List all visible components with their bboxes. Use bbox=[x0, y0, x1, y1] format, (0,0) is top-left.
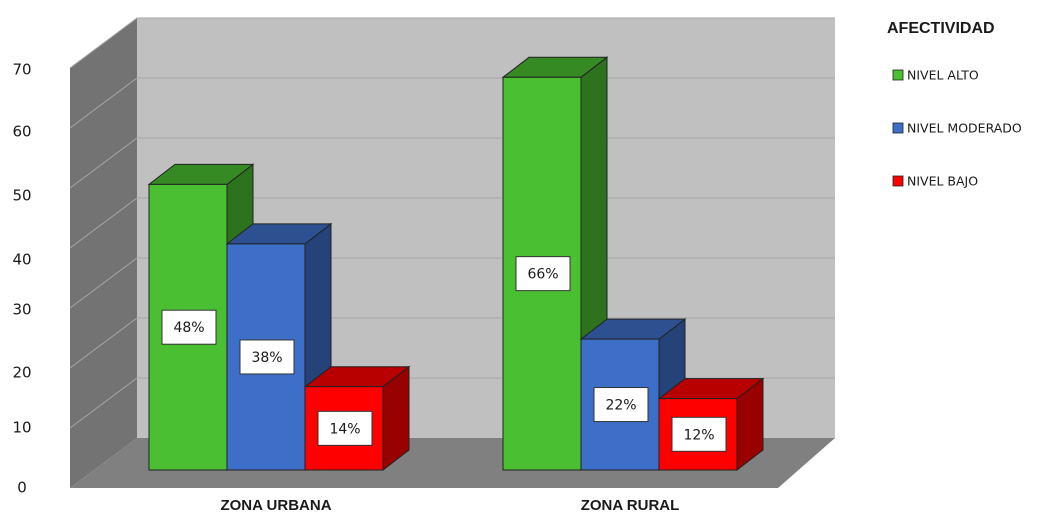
y-tick-label: 0 bbox=[17, 479, 27, 497]
gridline bbox=[69, 17, 835, 69]
y-tick-label: 10 bbox=[12, 419, 31, 437]
legend-item: NIVEL MODERADO bbox=[892, 121, 1022, 136]
y-tick-label: 20 bbox=[12, 364, 31, 382]
y-tick-label: 50 bbox=[12, 187, 31, 205]
y-tick-label: 60 bbox=[12, 123, 31, 141]
y-tick-label: 70 bbox=[12, 61, 31, 79]
data-label: 12% bbox=[683, 427, 714, 443]
y-tick-label: 40 bbox=[12, 251, 31, 269]
legend-item: NIVEL BAJO bbox=[892, 174, 978, 189]
y-axis-ticks: 0 10 20 30 40 50 60 70 bbox=[12, 61, 31, 497]
bar-nivel-bajo: 14% bbox=[303, 365, 411, 472]
legend-swatch bbox=[892, 69, 904, 81]
data-label-box bbox=[317, 410, 373, 446]
legend: AFECTIVIDAD NIVEL ALTO NIVEL MODERADO NIVEL… bbox=[887, 20, 1022, 189]
legend-label: NIVEL ALTO bbox=[907, 68, 979, 83]
category-label: ZONA URBANA bbox=[220, 497, 331, 514]
legend-title: AFECTIVIDAD bbox=[887, 20, 995, 37]
data-label: 38% bbox=[251, 350, 282, 366]
data-label-box bbox=[239, 339, 295, 375]
bars: 48% 38% 14% 66% 22% 12% bbox=[147, 56, 765, 472]
data-label-box bbox=[161, 309, 217, 345]
data-label-box bbox=[593, 387, 649, 423]
legend-item: NIVEL ALTO bbox=[892, 68, 979, 83]
legend-swatch bbox=[892, 175, 904, 187]
legend-swatch bbox=[892, 122, 904, 134]
legend-label: NIVEL MODERADO bbox=[907, 121, 1022, 136]
data-label: 14% bbox=[329, 421, 360, 437]
bar-nivel-bajo: 12% bbox=[657, 377, 765, 472]
y-tick-label: 30 bbox=[12, 301, 31, 319]
data-label: 22% bbox=[605, 398, 636, 414]
data-label: 66% bbox=[527, 267, 558, 283]
data-label-box bbox=[671, 416, 727, 452]
data-label-box bbox=[515, 256, 571, 292]
x-axis-categories: ZONA URBANA ZONA RURAL bbox=[220, 497, 679, 514]
data-label: 48% bbox=[173, 320, 204, 336]
legend-label: NIVEL BAJO bbox=[907, 174, 978, 189]
side-wall bbox=[70, 18, 137, 488]
category-label: ZONA RURAL bbox=[581, 497, 680, 514]
